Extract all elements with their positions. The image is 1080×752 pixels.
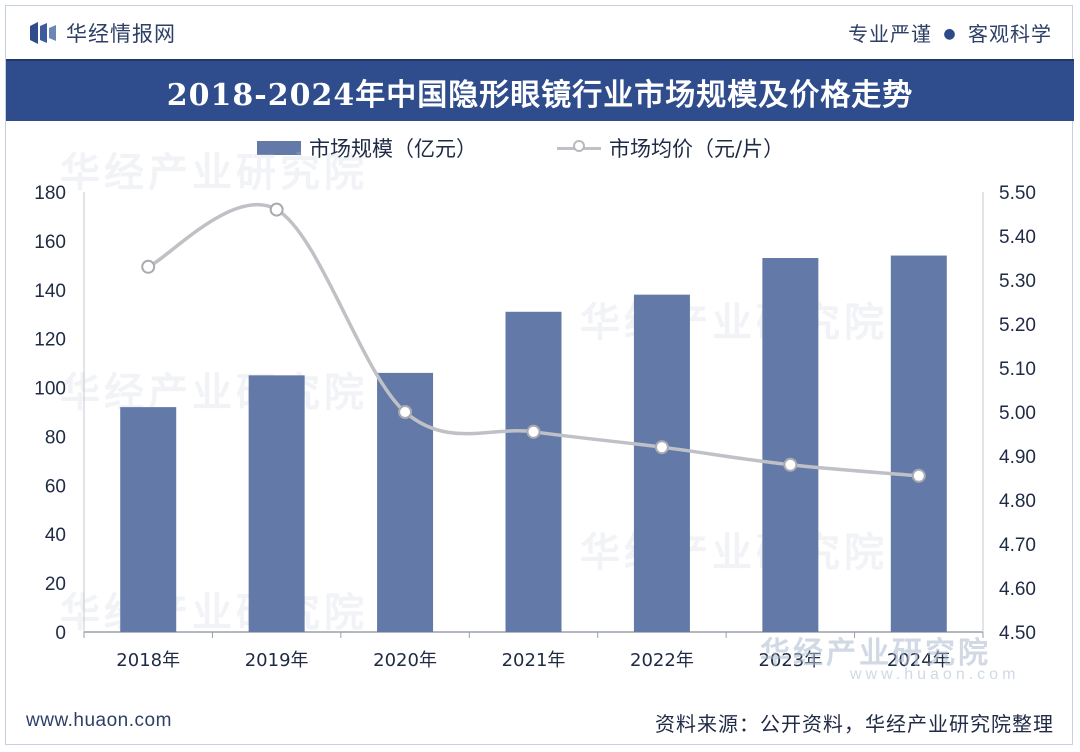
y-right-tick-label: 5.40: [999, 227, 1036, 248]
chart-frame: [5, 5, 1073, 745]
y-right-tick-label: 5.00: [999, 403, 1036, 424]
y-left-tick-label: 140: [34, 281, 66, 302]
slogan: 专业严谨 ● 客观科学: [848, 18, 1052, 47]
y-right-tick-label: 5.10: [999, 359, 1036, 380]
y-right-tick-label: 4.70: [999, 535, 1036, 556]
slogan-dot: ●: [943, 26, 957, 42]
bar-market-size: [248, 375, 305, 632]
legend-label-market-size: 市场规模（亿元）: [309, 137, 477, 161]
point-avg-price: [654, 440, 669, 455]
footer-source: 资料来源：公开资料，华经产业研究院整理: [655, 712, 1054, 736]
x-category-label: 2023年: [758, 650, 822, 671]
footer-site: www.huaon.com: [26, 710, 172, 731]
chart-title: 2018-2024年中国隐形眼镜行业市场规模及价格走势: [166, 78, 914, 113]
y-left-tick-label: 160: [34, 232, 66, 253]
point-avg-price: [398, 405, 413, 419]
y-left-tick-label: 20: [45, 574, 66, 595]
bar-market-size: [890, 255, 947, 633]
slogan-right: 客观科学: [968, 22, 1052, 46]
brand-name: 华经情报网: [66, 22, 176, 46]
y-left-tick-label: 40: [45, 525, 66, 546]
y-right-tick-label: 5.50: [999, 183, 1036, 204]
y-left-tick-label: 180: [34, 183, 66, 204]
bar-market-size: [762, 258, 819, 632]
x-category-label: 2018年: [116, 650, 180, 671]
bar-market-size: [633, 294, 690, 632]
point-avg-price: [783, 457, 798, 472]
x-category-label: 2021年: [502, 650, 566, 671]
huajing-logo-icon: [30, 22, 56, 44]
y-right-tick-label: 4.60: [999, 579, 1036, 600]
point-avg-price: [526, 424, 541, 439]
slogan-left: 专业严谨: [848, 22, 933, 46]
y-right-tick-label: 5.30: [999, 271, 1036, 292]
point-avg-price: [269, 202, 284, 217]
title-bar: 2018-2024年中国隐形眼镜行业市场规模及价格走势: [6, 59, 1074, 121]
y-right-tick-label: 5.20: [999, 315, 1036, 336]
y-left-tick-label: 0: [55, 623, 66, 644]
bar-market-size: [505, 311, 562, 632]
y-right-tick-label: 4.80: [999, 491, 1036, 512]
y-left-tick-label: 60: [45, 476, 66, 497]
point-avg-price: [911, 468, 926, 483]
legend-bar-swatch: [257, 141, 301, 155]
y-right-tick-label: 4.50: [999, 623, 1036, 644]
point-avg-price: [141, 259, 156, 274]
y-right-tick-label: 4.90: [999, 447, 1036, 468]
watermark-site: www.huaon.com: [850, 666, 1020, 683]
y-left-tick-label: 120: [34, 330, 66, 351]
legend-label-avg-price: 市场均价（元/片）: [609, 137, 785, 161]
header: 华经情报网 专业严谨 ● 客观科学: [0, 0, 1080, 58]
legend-circle-marker-icon: [573, 140, 585, 152]
x-category-label: 2019年: [245, 650, 309, 671]
bar-market-size: [120, 407, 177, 632]
x-category-label: 2022年: [630, 650, 694, 671]
x-category-label: 2024年: [887, 650, 951, 671]
y-left-tick-label: 100: [34, 379, 66, 400]
watermark-logo-text: 华经产业研究院: [760, 636, 991, 671]
y-left-tick-label: 80: [45, 427, 66, 448]
x-category-label: 2020年: [373, 650, 437, 671]
